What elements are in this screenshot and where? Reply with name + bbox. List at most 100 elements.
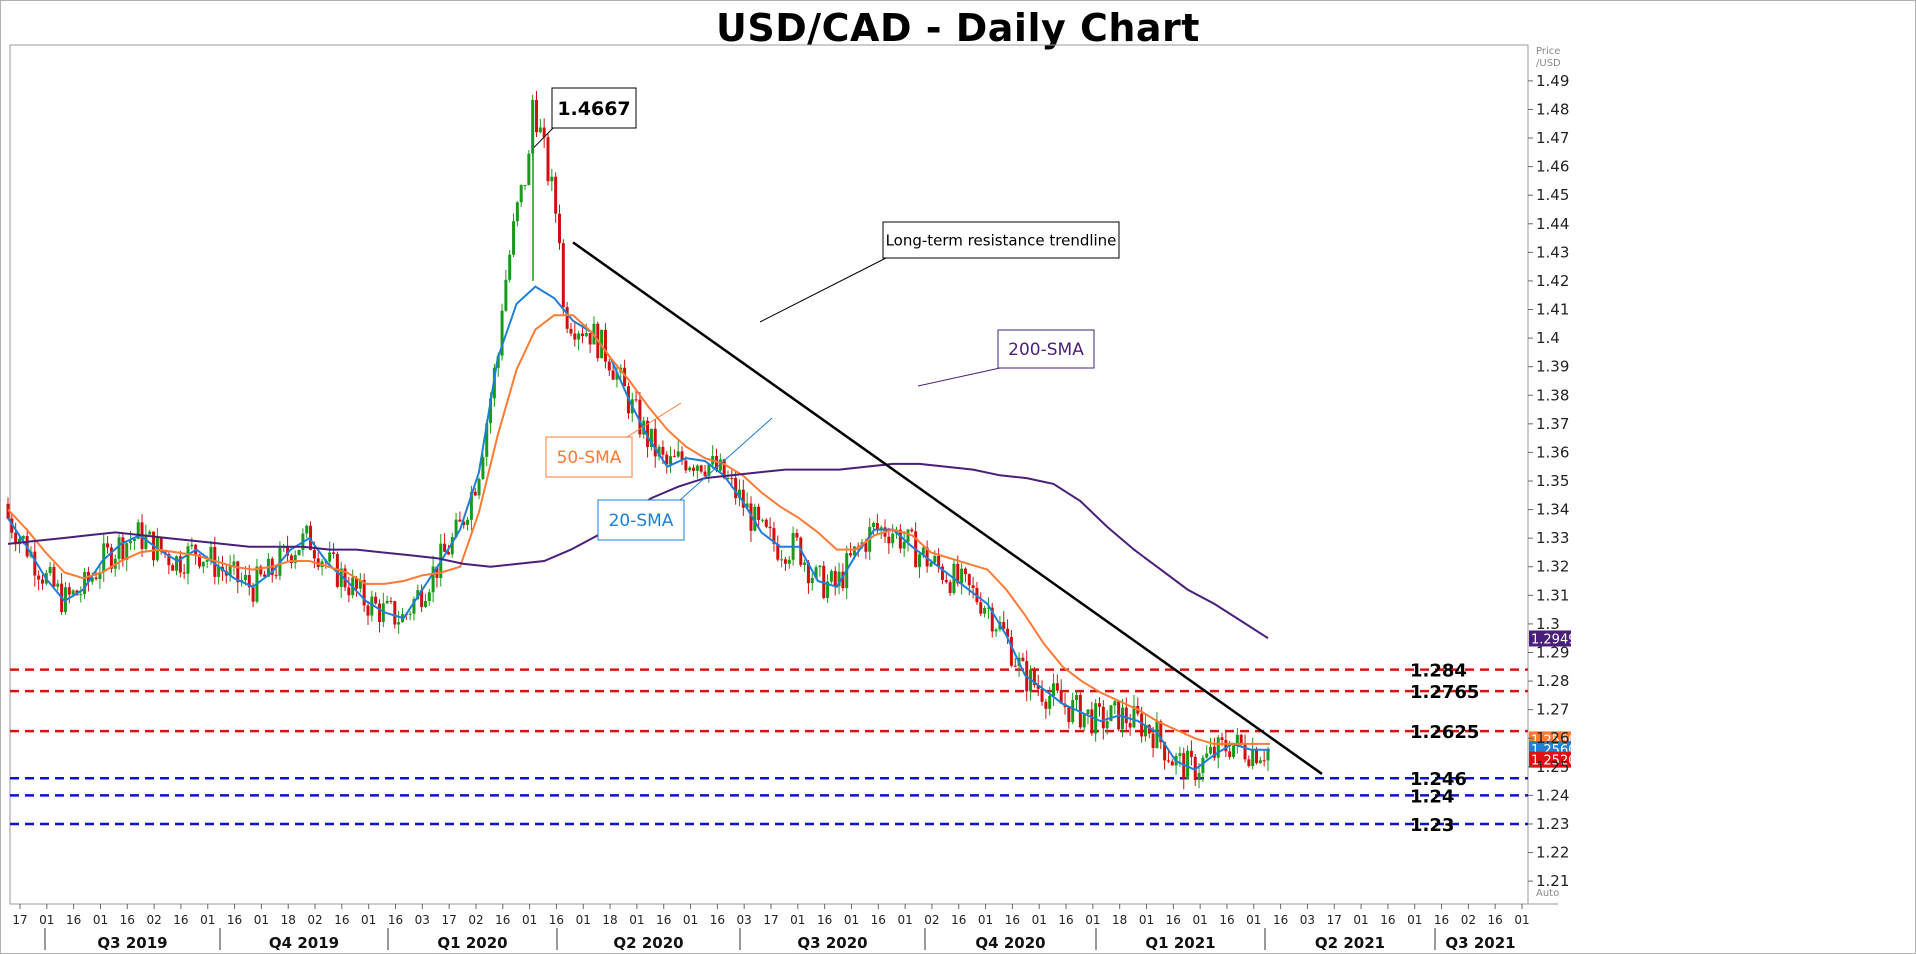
time-tick-label: 17 bbox=[1327, 913, 1342, 927]
candle-body bbox=[1143, 724, 1147, 737]
candle-body bbox=[247, 574, 251, 588]
time-tick-label: 02 bbox=[924, 913, 939, 927]
price-tick-label: 1.32 bbox=[1536, 558, 1569, 576]
candle-body bbox=[102, 543, 106, 573]
price-tick-label: 1.36 bbox=[1536, 443, 1569, 461]
time-tick-label: 02 bbox=[307, 913, 322, 927]
candle-body bbox=[1086, 709, 1090, 715]
candle-body bbox=[201, 561, 205, 567]
candle-body bbox=[669, 456, 673, 465]
candle-body bbox=[1155, 721, 1159, 749]
candle-body bbox=[512, 221, 516, 255]
candle-body bbox=[1113, 701, 1117, 706]
candle-body bbox=[749, 503, 753, 531]
candle-body bbox=[898, 529, 902, 549]
time-tick-label: 03 bbox=[737, 913, 752, 927]
candle-body bbox=[623, 367, 627, 387]
candle-body bbox=[891, 533, 895, 544]
candle-body bbox=[263, 574, 267, 577]
sma50-callout-leader bbox=[626, 402, 682, 438]
candle-body bbox=[1006, 628, 1010, 638]
candle-body bbox=[236, 561, 240, 583]
candle-body bbox=[362, 579, 366, 606]
candle-body bbox=[718, 459, 722, 471]
price-tick-label: 1.23 bbox=[1536, 815, 1569, 833]
candle-body bbox=[90, 577, 94, 582]
level-label: 1.284 bbox=[1410, 661, 1467, 682]
time-axis: 17 01 16 01 16 02 16 01 16 01 18 02 16 01 16 03 17 02 16 01… bbox=[12, 904, 1530, 952]
candle-body bbox=[515, 202, 519, 222]
candle-body bbox=[366, 605, 370, 616]
price-tick-label: 1.27 bbox=[1536, 701, 1569, 719]
price-tag-text: 1.2520 bbox=[1531, 754, 1577, 769]
candle-body bbox=[699, 465, 703, 472]
time-tick-label: 17 bbox=[763, 913, 778, 927]
candle-body bbox=[561, 243, 565, 308]
candle-body bbox=[427, 592, 431, 601]
candle-body bbox=[741, 489, 745, 508]
candle-body bbox=[1262, 760, 1266, 762]
candle-body bbox=[167, 553, 171, 566]
candle-body bbox=[1239, 734, 1243, 745]
price-tick-label: 1.37 bbox=[1536, 415, 1569, 433]
candlesticks bbox=[6, 90, 1270, 790]
candle-body bbox=[1032, 669, 1036, 686]
candle-body bbox=[1059, 690, 1063, 704]
candle-body bbox=[1186, 750, 1190, 780]
sma200-callout-leader bbox=[917, 367, 1001, 387]
candle-body bbox=[1120, 707, 1124, 730]
candle-body bbox=[983, 608, 987, 614]
candle-body bbox=[332, 552, 336, 554]
time-tick-label: 16 bbox=[710, 913, 725, 927]
candle-body bbox=[531, 99, 535, 154]
candle-body bbox=[1013, 665, 1017, 667]
candle-body bbox=[780, 559, 784, 561]
time-tick-label: 16 bbox=[1005, 913, 1020, 927]
time-tick-label: 01 bbox=[844, 913, 859, 927]
candle-body bbox=[565, 307, 569, 329]
candle-body bbox=[1232, 745, 1236, 757]
candle-body bbox=[106, 543, 110, 548]
candle-body bbox=[726, 477, 730, 479]
candle-body bbox=[56, 583, 60, 587]
plot-area bbox=[9, 44, 1558, 905]
quarter-label: Q3 2019 bbox=[97, 934, 167, 952]
sma200-label-text: 200-SMA bbox=[1008, 340, 1084, 360]
peak-label-text: 1.4667 bbox=[557, 98, 630, 120]
candle-body bbox=[312, 549, 316, 559]
candle-body bbox=[259, 566, 263, 575]
candle-body bbox=[1228, 751, 1232, 757]
time-tick-label: 02 bbox=[1461, 913, 1476, 927]
time-tick-label: 16 bbox=[549, 913, 564, 927]
candle-body bbox=[109, 547, 113, 569]
level-label: 1.2625 bbox=[1410, 722, 1479, 743]
candle-body bbox=[1166, 760, 1170, 762]
candle-body bbox=[757, 506, 761, 520]
candle-body bbox=[1189, 750, 1193, 757]
candle-body bbox=[52, 567, 56, 587]
candle-body bbox=[829, 571, 833, 582]
candle-body bbox=[994, 629, 998, 632]
trendline-group bbox=[572, 241, 1323, 775]
candle-body bbox=[722, 459, 726, 478]
sma-line-50-sma bbox=[7, 314, 1270, 745]
time-tick-label: 16 bbox=[1273, 913, 1288, 927]
chart-title: USD/CAD - Daily Chart bbox=[716, 6, 1200, 50]
candle-body bbox=[550, 176, 554, 182]
candle-body bbox=[772, 528, 776, 544]
candle-body bbox=[795, 532, 799, 538]
candle-body bbox=[339, 568, 343, 587]
candle-body bbox=[1067, 707, 1071, 723]
candle-body bbox=[1140, 713, 1144, 737]
candle-body bbox=[389, 600, 393, 602]
candle-body bbox=[776, 543, 780, 560]
price-axis-label-bottom: /USD bbox=[1536, 58, 1561, 69]
candle-body bbox=[1247, 759, 1251, 767]
candle-body bbox=[657, 446, 661, 457]
candle-body bbox=[990, 607, 994, 632]
sma20-label-text: 20-SMA bbox=[609, 511, 674, 531]
quarter-label: Q4 2020 bbox=[975, 934, 1045, 952]
candle-body bbox=[408, 613, 412, 615]
candle-body bbox=[745, 503, 749, 508]
